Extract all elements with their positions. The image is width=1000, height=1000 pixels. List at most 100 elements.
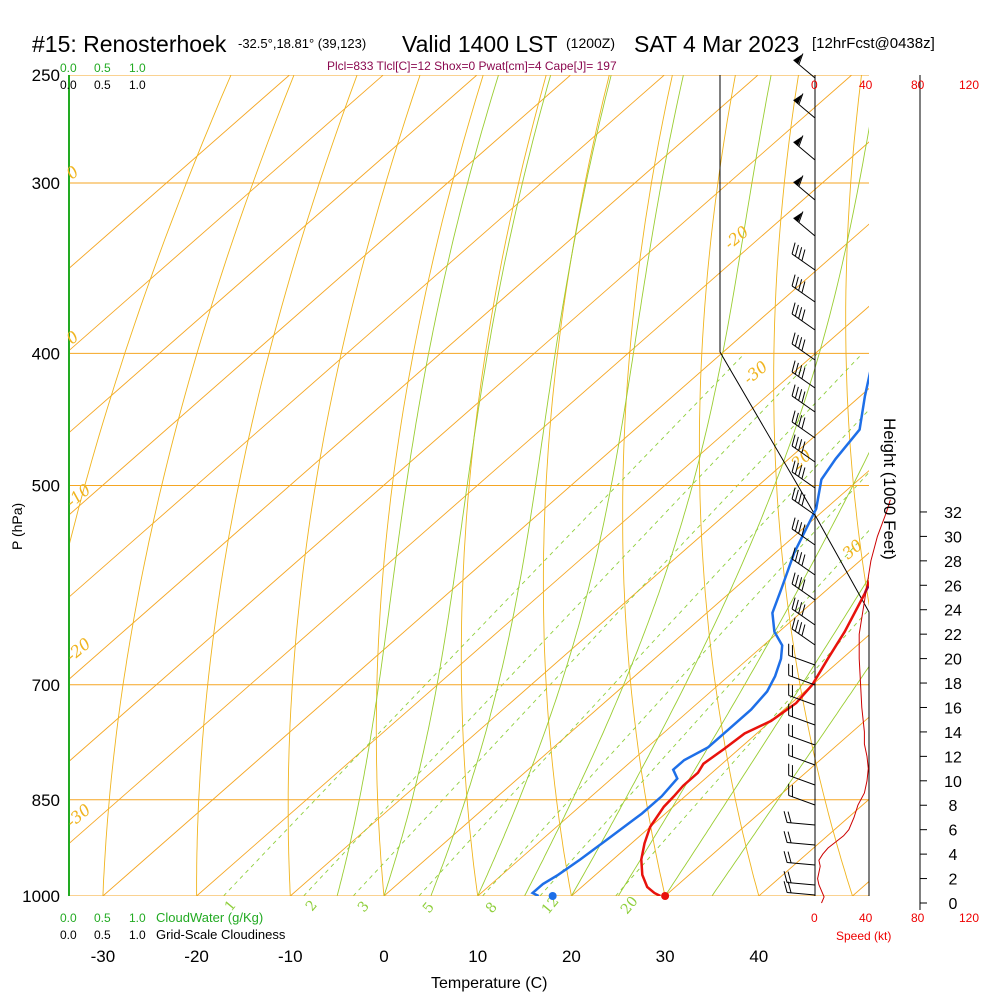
mixing-ratio-label: 5 <box>420 899 438 916</box>
mixing-ratio-line <box>482 471 869 896</box>
pressure-tick-label: 300 <box>32 174 60 193</box>
cloudwater-label: CloudWater (g/Kg) <box>156 910 263 925</box>
speed-bottom-40: 40 <box>859 911 873 925</box>
wind-barb <box>791 597 816 626</box>
wind-barb <box>791 572 816 601</box>
cloudwater-bottom-0: 0.0 <box>60 911 77 925</box>
dry-adiabat-label: 0 <box>62 162 82 183</box>
speed-top-0: 0 <box>811 78 818 92</box>
moist-adiabat-line <box>571 126 869 896</box>
plot-boundary <box>719 75 870 896</box>
wind-barb <box>791 434 816 463</box>
moist-adiabat-line <box>430 75 612 896</box>
background-lines <box>69 75 1000 896</box>
wind-barb <box>791 617 816 646</box>
wind-barb <box>788 763 816 786</box>
dry-adiabat-line <box>773 75 853 896</box>
mixing-ratio-label: 8 <box>483 899 501 916</box>
height-tick-label: 20 <box>944 652 962 669</box>
speed-top-120: 120 <box>959 78 979 92</box>
height-tick-label: 28 <box>944 554 962 571</box>
dry-adiabat-line <box>287 75 421 896</box>
pressure-tick-label: 850 <box>32 791 60 810</box>
wind-barb <box>791 360 816 389</box>
isotherm-line <box>852 880 869 896</box>
dry-adiabat-label: -10 <box>62 480 94 511</box>
height-tick-label: 32 <box>944 505 962 522</box>
isotherm-line <box>69 75 290 269</box>
wind-barb <box>793 175 816 201</box>
valid-time: Valid 1400 LST <box>402 31 558 57</box>
moist-adiabat-line <box>711 665 869 896</box>
temperature-tick-label: 0 <box>379 947 388 966</box>
cloudiness-bottom-0: 0.0 <box>60 928 77 942</box>
dry-adiabat-line <box>375 75 484 896</box>
temperature-tick-label: -10 <box>278 947 303 966</box>
height-tick-label: 22 <box>944 627 962 644</box>
pressure-tick-label: 1000 <box>22 887 60 906</box>
station-title: #15: Renosterhoek <box>32 31 227 57</box>
wind-barb <box>791 410 816 439</box>
wind-barb <box>788 783 816 806</box>
cloudiness-bottom-2: 1.0 <box>129 928 146 942</box>
dry-adiabat-line <box>984 75 1000 896</box>
height-tick-label: 10 <box>944 774 962 791</box>
wind-barb <box>791 242 816 271</box>
wind-barb <box>788 683 816 706</box>
mixing-ratio-line <box>418 409 869 896</box>
cloudwater-bottom-2: 1.0 <box>129 911 146 925</box>
wind-barb <box>791 384 816 413</box>
height-tick-label: 2 <box>949 872 958 889</box>
height-tick-label: 6 <box>949 823 958 840</box>
cloudwater-top-0: 0.0 <box>60 61 77 75</box>
mixing-ratio-line <box>615 608 869 896</box>
temperature-tick-label: 10 <box>468 947 487 966</box>
speed-label: Speed (kt) <box>836 929 891 943</box>
height-axis-label: Height (1000 Feet) <box>880 418 899 560</box>
wind-barb <box>788 663 816 686</box>
dry-adiabat-line <box>845 75 869 607</box>
temperature-tick-label: 40 <box>749 947 768 966</box>
wind-barb <box>791 332 816 361</box>
cloudwater-bottom-1: 0.5 <box>94 911 111 925</box>
pressure-tick-label: 500 <box>32 477 60 496</box>
dry-adiabat-line <box>698 75 760 896</box>
temperature-tick-label: -20 <box>184 947 209 966</box>
dewpoint-profile <box>530 371 869 896</box>
forecast-info: [12hrFcst@0438z] <box>812 35 935 52</box>
date: SAT 4 Mar 2023 <box>634 31 799 57</box>
mixing-ratio-line <box>303 352 818 896</box>
wind-barb <box>791 460 816 489</box>
wind-barb <box>783 881 816 896</box>
mixing-ratio-label: 20 <box>618 894 642 918</box>
cloudiness-top-0: 0.0 <box>60 78 77 92</box>
wind-barb <box>788 743 816 766</box>
wind-barb <box>791 547 816 576</box>
wind-barb <box>783 831 816 846</box>
moist-adiabat-line <box>524 75 772 896</box>
dry-adiabat-line <box>69 75 232 548</box>
wind-barb <box>783 811 816 826</box>
wind-barb <box>791 302 816 331</box>
dry-adiabat-line <box>196 75 358 896</box>
wind-barb <box>788 643 816 666</box>
height-tick-label: 8 <box>949 798 958 815</box>
speed-bottom-0: 0 <box>811 911 818 925</box>
temperature-profile <box>640 579 869 896</box>
height-tick-label: 26 <box>944 578 962 595</box>
dry-adiabat-label: 0 <box>62 327 82 348</box>
height-tick-label: 0 <box>949 896 958 913</box>
wind-barb <box>783 851 816 866</box>
isotherm-line <box>69 75 478 434</box>
dry-adiabat-line <box>460 75 547 896</box>
wind-barbs <box>783 53 891 904</box>
dry-adiabat-line <box>542 75 610 896</box>
height-tick-label: 14 <box>944 725 962 742</box>
pressure-tick-label: 700 <box>32 676 60 695</box>
y-axis-label: P (hPa) <box>9 503 25 550</box>
height-tick-label: 18 <box>944 676 962 693</box>
cloudiness-top-2: 1.0 <box>129 78 146 92</box>
station-coords: -32.5°,18.81° (39,123) <box>238 36 366 51</box>
surface-dewpoint-point <box>548 892 557 900</box>
